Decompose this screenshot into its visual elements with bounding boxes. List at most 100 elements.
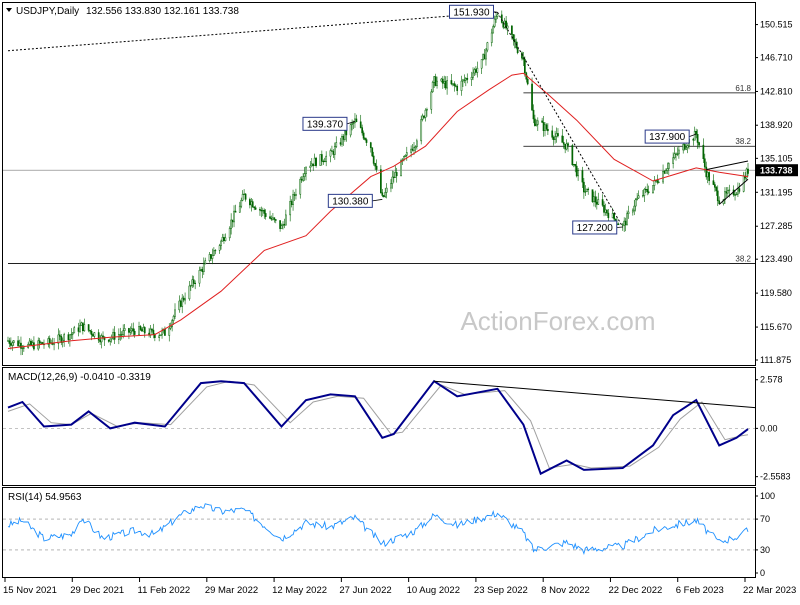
candle-body	[652, 185, 654, 193]
candle-body	[138, 326, 140, 335]
candle-body	[382, 195, 385, 197]
candle-body	[390, 183, 392, 189]
y-tick-label: 146.710	[760, 53, 793, 63]
candle-body	[87, 324, 90, 331]
candle-body	[63, 334, 65, 341]
candle-body	[214, 250, 217, 252]
candle-body	[220, 240, 222, 246]
candle-body	[109, 338, 112, 342]
candle-body	[482, 54, 484, 60]
rsi-y-tick-label: 100	[760, 491, 775, 501]
candle-body	[441, 78, 444, 84]
candle-body	[119, 334, 122, 336]
fib-level-label: 38.2	[735, 254, 751, 263]
candle-body	[359, 121, 362, 128]
candle-body	[581, 170, 584, 183]
macd-layer: 2.578 0.00 -2.5583	[3, 375, 791, 482]
dropdown-triangle-icon[interactable]	[6, 8, 12, 12]
candle-body	[321, 154, 323, 162]
candle-body	[21, 347, 24, 349]
price-axis: 150.515 146.710 142.810 138.920 135.105 131.1…	[755, 20, 798, 365]
candle-body	[112, 332, 114, 338]
candle-body	[132, 328, 135, 332]
candle-body	[595, 201, 598, 205]
candle-body	[299, 178, 302, 195]
price-candles	[7, 10, 749, 356]
candle-body	[77, 327, 80, 332]
candle-body	[254, 207, 257, 210]
macd-trendline	[434, 380, 756, 409]
candle-body	[351, 123, 353, 126]
candle-body	[718, 200, 721, 204]
candle-body	[315, 157, 317, 166]
candle-body	[339, 142, 342, 145]
candle-body	[90, 331, 93, 335]
candle-body	[657, 181, 660, 183]
candle-body	[107, 339, 110, 342]
candle-body	[667, 163, 670, 169]
annotation-box	[644, 129, 690, 144]
candle-body	[424, 109, 427, 118]
candle-body	[71, 332, 74, 335]
candle-body	[426, 108, 428, 111]
candle-body	[423, 115, 425, 118]
candle-body	[567, 143, 569, 146]
candle-body	[123, 328, 126, 331]
candle-body	[747, 168, 749, 174]
candle-body	[450, 80, 453, 85]
candle-body	[431, 81, 434, 93]
candle-body	[349, 124, 352, 136]
candle-body	[454, 85, 457, 87]
candle-body	[413, 147, 415, 151]
candle-body	[607, 212, 610, 219]
candle-body	[361, 127, 364, 134]
candle-body	[92, 334, 94, 337]
candle-body	[168, 327, 171, 336]
candle-body	[643, 188, 646, 196]
annotation-label: 127.200	[577, 223, 614, 234]
candle-body	[444, 81, 447, 89]
candle-body	[159, 334, 162, 337]
candle-body	[594, 196, 597, 203]
x-tick-label: 11 Feb 2022	[138, 585, 191, 596]
candle-body	[12, 340, 15, 343]
candle-body	[673, 153, 676, 158]
candle-body	[678, 149, 680, 155]
candle-body	[228, 228, 231, 239]
candle-body	[313, 157, 316, 167]
candle-body	[184, 298, 186, 301]
current-price-box	[756, 164, 798, 177]
macd-signal-line	[7, 380, 749, 469]
candle-body	[631, 209, 634, 213]
candle-body	[259, 209, 261, 211]
candle-body	[128, 328, 130, 333]
candle-body	[492, 26, 495, 34]
candle-body	[342, 136, 345, 140]
candle-body	[122, 330, 125, 335]
candle-body	[554, 136, 556, 140]
candle-body	[433, 76, 435, 83]
candle-body	[534, 118, 536, 126]
x-tick-label: 15 Nov 2021	[3, 585, 57, 596]
y-tick-label: 142.810	[760, 86, 793, 96]
candle-body	[208, 254, 211, 262]
candle-body	[244, 193, 247, 200]
watermark: ActionForex.com	[460, 306, 655, 336]
candle-body	[211, 255, 214, 259]
candle-body	[11, 342, 14, 346]
candle-body	[585, 188, 588, 192]
candle-body	[198, 270, 201, 284]
candle-body	[565, 143, 568, 150]
candle-body	[213, 250, 215, 256]
candle-body	[319, 154, 322, 166]
candle-body	[725, 191, 728, 194]
candle-body	[706, 172, 709, 178]
candle-body	[511, 25, 513, 35]
candle-body	[544, 124, 546, 131]
candle-body	[253, 206, 256, 209]
candle-body	[365, 139, 368, 143]
candle-body	[411, 148, 414, 151]
candle-body	[191, 279, 194, 286]
candle-body	[703, 158, 706, 168]
candle-body	[97, 332, 100, 341]
